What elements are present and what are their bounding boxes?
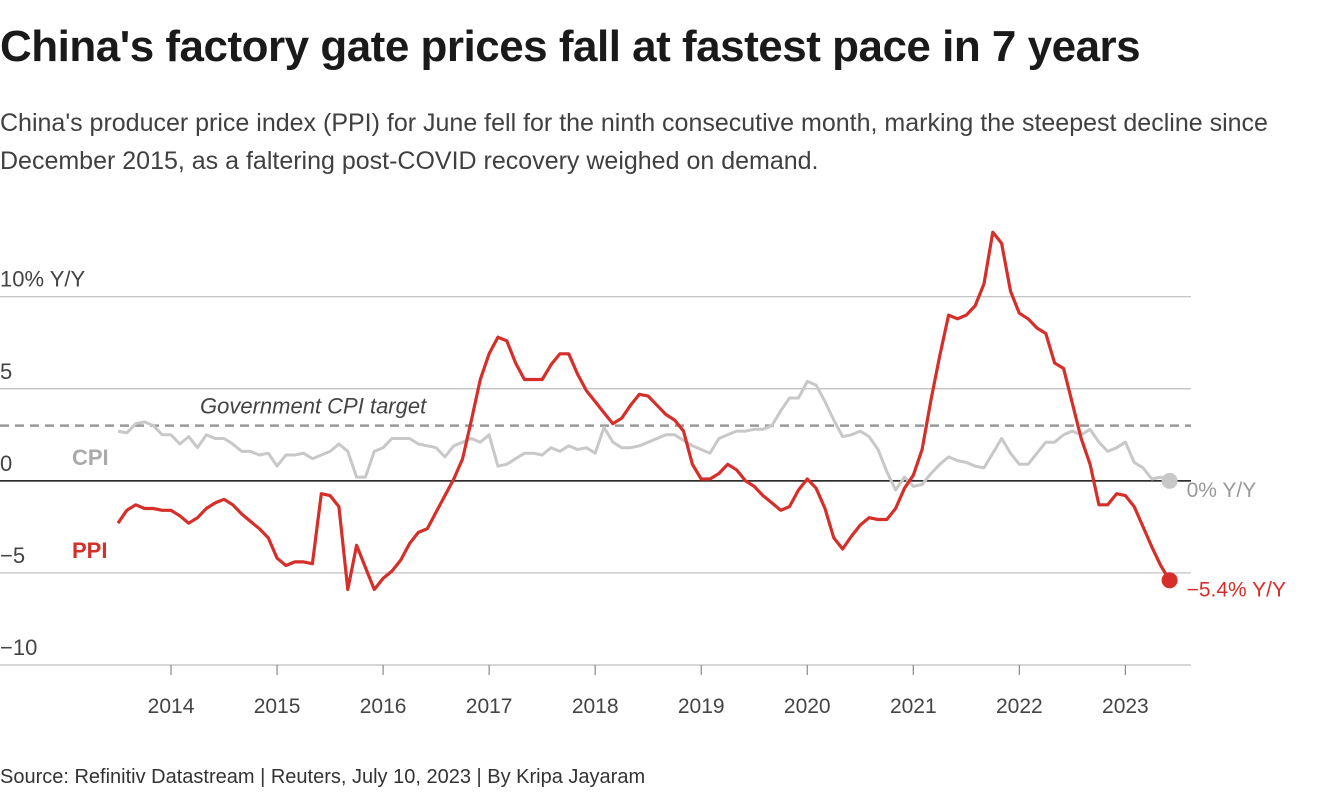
series-label: CPI bbox=[72, 445, 109, 470]
x-tick-label: 2015 bbox=[254, 695, 301, 718]
x-tick-label: 2018 bbox=[572, 695, 619, 718]
end-dot bbox=[1161, 572, 1178, 589]
y-tick-label: −5 bbox=[0, 543, 25, 568]
x-tick-label: 2014 bbox=[148, 695, 195, 718]
source: Source: Refinitiv Datastream | Reuters, … bbox=[0, 766, 646, 788]
target-label: Government CPI target bbox=[200, 394, 427, 419]
end-dot bbox=[1161, 472, 1178, 489]
x-tick-label: 2022 bbox=[996, 695, 1043, 718]
y-tick-label: −10 bbox=[0, 635, 37, 660]
end-label: 0% Y/Y bbox=[1187, 479, 1257, 502]
series-line bbox=[116, 230, 1171, 592]
chart: −10 −5 0 5 10% Y/Y 2014 2015 2016 2017 2018 2019 20… bbox=[0, 230, 1286, 718]
series-label: PPI bbox=[72, 538, 107, 563]
y-tick-label: 0 bbox=[0, 451, 12, 476]
x-tick-label: 2019 bbox=[678, 695, 725, 718]
y-tick-label: 5 bbox=[0, 359, 12, 384]
series-line bbox=[117, 379, 1171, 492]
y-tick-label: 10% Y/Y bbox=[0, 267, 86, 292]
chart-title: China's factory gate prices fall at fast… bbox=[0, 22, 1141, 71]
end-label: −5.4% Y/Y bbox=[1187, 578, 1286, 601]
x-tick-label: 2017 bbox=[466, 695, 513, 718]
x-tick-label: 2023 bbox=[1102, 695, 1149, 718]
x-tick-label: 2016 bbox=[360, 695, 407, 718]
chart-subtitle: China's producer price index (PPI) for J… bbox=[0, 109, 1268, 175]
x-tick-label: 2021 bbox=[890, 695, 937, 718]
x-tick-label: 2020 bbox=[784, 695, 831, 718]
